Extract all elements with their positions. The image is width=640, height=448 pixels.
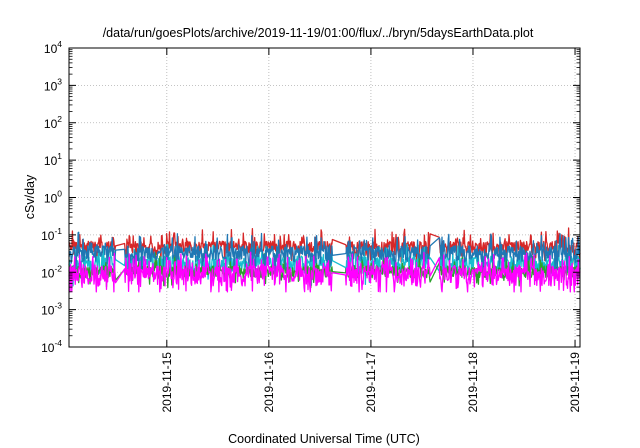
y-tick-label: 101 (44, 151, 62, 168)
grid-lines (69, 48, 580, 347)
y-tick-label: 10-1 (41, 226, 62, 243)
x-axis-label: Coordinated Universal Time (UTC) (228, 432, 420, 446)
x-tick-label: 2019-11-15 (160, 352, 174, 413)
y-tick-label: 10-4 (41, 338, 62, 355)
axis-ticks (69, 47, 580, 348)
y-tick-labels: 10-4 10-3 10-2 10-1 100 101 102 103 104 (41, 39, 62, 355)
y-axis-label: cSv/day (23, 174, 37, 219)
series-group (68, 227, 581, 293)
series-line-5 (68, 251, 581, 293)
x-tick-label: 2019-11-18 (466, 352, 480, 413)
x-tick-labels: 2019-11-15 2019-11-16 2019-11-17 2019-11-18… (160, 352, 582, 413)
y-tick-label: 100 (44, 189, 62, 206)
y-tick-label: 10-3 (41, 301, 62, 318)
y-tick-label: 102 (44, 114, 62, 131)
y-tick-label: 104 (44, 39, 62, 56)
chart-title: /data/run/goesPlots/archive/2019-11-19/0… (103, 26, 534, 40)
x-tick-label: 2019-11-19 (568, 352, 582, 413)
y-tick-label: 103 (44, 76, 62, 93)
x-tick-label: 2019-11-17 (364, 352, 378, 413)
y-tick-label: 10-2 (41, 263, 62, 280)
series-line-4 (68, 231, 581, 273)
x-tick-label: 2019-11-16 (262, 352, 276, 413)
